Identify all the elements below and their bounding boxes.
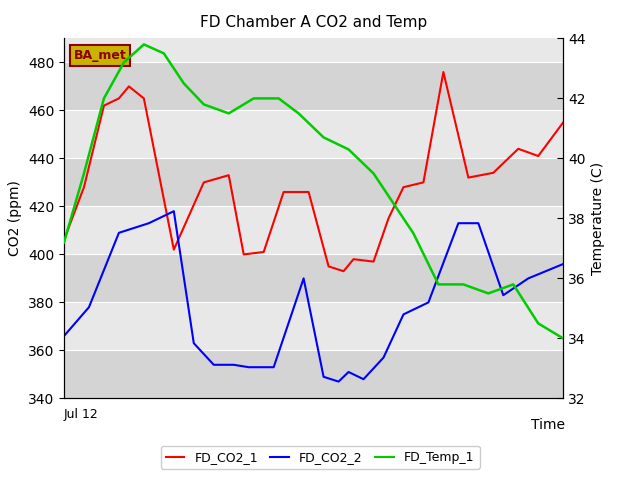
Bar — [64, 158, 563, 206]
X-axis label: Time: Time — [531, 418, 565, 432]
Bar — [64, 302, 563, 350]
Bar — [64, 62, 563, 110]
Bar — [64, 254, 563, 302]
Text: BA_met: BA_met — [74, 49, 127, 62]
Bar — [64, 350, 563, 398]
Legend: FD_CO2_1, FD_CO2_2, FD_Temp_1: FD_CO2_1, FD_CO2_2, FD_Temp_1 — [161, 446, 479, 469]
Y-axis label: Temperature (C): Temperature (C) — [591, 162, 605, 275]
Bar — [64, 206, 563, 254]
Bar — [64, 110, 563, 158]
Title: FD Chamber A CO2 and Temp: FD Chamber A CO2 and Temp — [200, 15, 428, 30]
Y-axis label: CO2 (ppm): CO2 (ppm) — [8, 180, 22, 256]
